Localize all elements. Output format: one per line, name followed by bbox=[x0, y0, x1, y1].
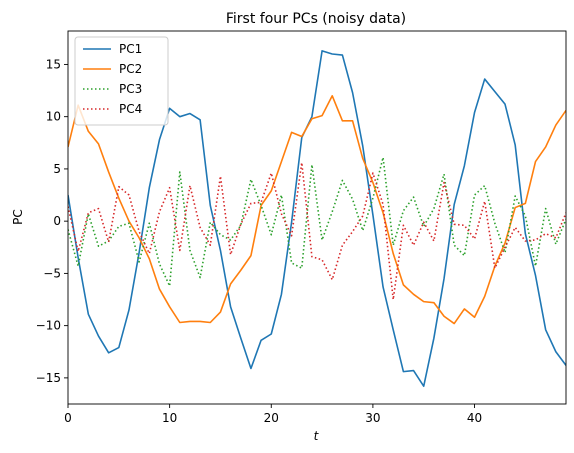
x-tick-label: 20 bbox=[264, 411, 279, 425]
x-tick-label: 0 bbox=[64, 411, 72, 425]
legend-box bbox=[74, 36, 169, 126]
x-tick-label: 30 bbox=[365, 411, 380, 425]
chart-title: First four PCs (noisy data) bbox=[226, 11, 406, 27]
y-tick-label: −15 bbox=[36, 371, 61, 385]
x-tick-label: 40 bbox=[467, 411, 482, 425]
x-tick-label: 10 bbox=[162, 411, 177, 425]
legend-label-pc4: PC4 bbox=[119, 102, 142, 116]
axis-layer: 0 10 20 30 40 −15 −10 −5 0 5 10 15 bbox=[36, 57, 482, 425]
x-axis-label: t bbox=[314, 429, 320, 443]
legend-label-pc2: PC2 bbox=[119, 62, 142, 76]
y-tick-label: 15 bbox=[46, 57, 61, 71]
y-axis-label: PC bbox=[11, 209, 25, 225]
y-tick-label: 0 bbox=[53, 214, 61, 228]
y-tick-label: −5 bbox=[43, 266, 61, 280]
series-layer bbox=[68, 50, 566, 388]
y-tick-label: 5 bbox=[53, 162, 61, 176]
series-line-pc3 bbox=[68, 156, 566, 287]
series-line-pc1 bbox=[68, 50, 566, 388]
plot-frame bbox=[67, 30, 567, 405]
legend-label-pc3: PC3 bbox=[119, 82, 142, 96]
legend-label-pc1: PC1 bbox=[119, 42, 142, 56]
legend: PC1 PC2 PC3 PC4 bbox=[74, 36, 169, 126]
series-line-pc2 bbox=[68, 94, 566, 325]
y-tick-label: −10 bbox=[36, 319, 61, 333]
y-tick-label: 10 bbox=[46, 110, 61, 124]
